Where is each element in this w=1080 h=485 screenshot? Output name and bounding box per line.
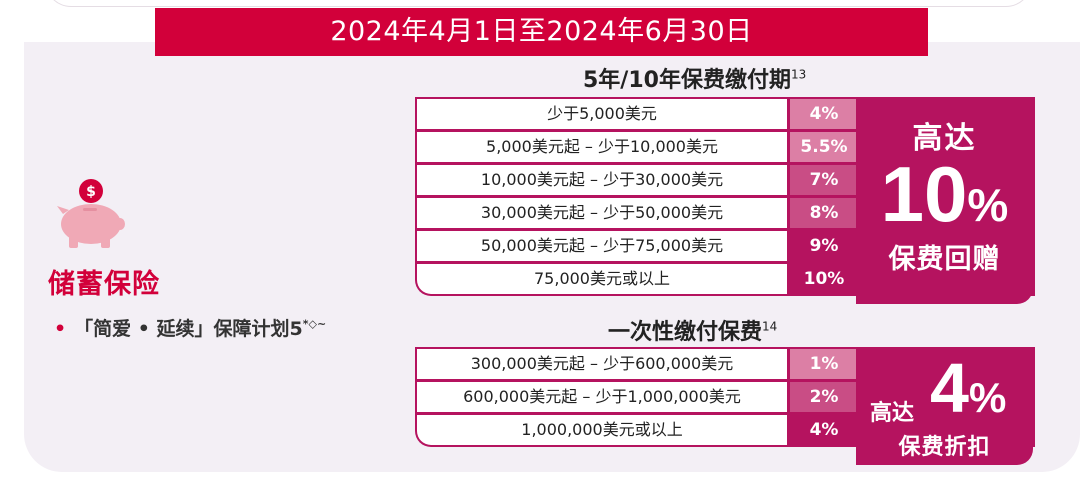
section1-heading: 5年/10年保费缴付期13 — [583, 62, 806, 94]
table-row: 300,000美元起 – 少于600,000美元 1% — [417, 349, 1035, 379]
discount-summary-box: 高达 4% 保费折扣 — [856, 347, 1033, 465]
rate-cell: 5.5% — [790, 132, 858, 162]
rebate-max-value: 10% — [856, 155, 1033, 233]
range-cell: 600,000美元起 – 少于1,000,000美元 — [417, 382, 787, 412]
rate-cell: 7% — [790, 165, 858, 195]
rate-cell: 8% — [790, 198, 858, 228]
section2-heading: 一次性缴付保费14 — [608, 314, 777, 346]
svg-text:$: $ — [86, 184, 96, 200]
table-row: 600,000美元起 – 少于1,000,000美元 2% — [417, 382, 1035, 412]
rate-cell: 10% — [790, 264, 858, 294]
discount-max-value: 4% — [930, 353, 1006, 442]
range-cell: 30,000美元起 – 少于50,000美元 — [417, 198, 787, 228]
rebate-summary-box: 高达 10% 保费回赠 — [856, 97, 1033, 304]
discount-label: 保费折扣 — [898, 435, 991, 460]
rate-cell: 4% — [790, 99, 858, 129]
table-row: 10,000美元起 – 少于30,000美元 7% — [417, 165, 1035, 195]
discount-percent: % — [968, 374, 1007, 421]
bullet-dot: • — [54, 318, 67, 340]
top-card-edge — [45, 0, 1032, 7]
range-cell: 75,000美元或以上 — [417, 264, 787, 294]
rate-cell: 4% — [790, 415, 858, 445]
category-title: 储蓄保险 — [48, 269, 160, 300]
section2-heading-text: 一次性缴付保费 — [608, 320, 763, 345]
date-banner: 2024年4月1日至2024年6月30日 — [155, 8, 928, 56]
section1-footnote: 13 — [790, 67, 807, 82]
table-row: 30,000美元起 – 少于50,000美元 8% — [417, 198, 1035, 228]
section2-footnote: 14 — [762, 319, 778, 334]
rebate-number: 10 — [880, 150, 968, 238]
rate-cell: 1% — [790, 349, 858, 379]
table-row: 5,000美元起 – 少于10,000美元 5.5% — [417, 132, 1035, 162]
rate-cell: 9% — [790, 231, 858, 261]
table-row: 50,000美元起 – 少于75,000美元 9% — [417, 231, 1035, 261]
plan-name-line: • 「简爱 • 延续」保障计划5*◇~ — [54, 314, 326, 341]
range-cell: 少于5,000美元 — [417, 99, 787, 129]
range-cell: 300,000美元起 – 少于600,000美元 — [417, 349, 787, 379]
discount-number: 4 — [930, 349, 969, 427]
section1-heading-text: 5年/10年保费缴付期 — [583, 68, 791, 93]
table-row: 75,000美元或以上 10% — [417, 264, 1035, 294]
table-row: 1,000,000美元或以上 4% — [417, 415, 1035, 445]
rebate-label: 保费回赠 — [888, 244, 1001, 275]
rebate-up-to: 高达 — [912, 121, 977, 156]
range-cell: 5,000美元起 – 少于10,000美元 — [417, 132, 787, 162]
plan-footnote: *◇~ — [302, 317, 327, 331]
plan-name: 「简爱 • 延续」保障计划5 — [74, 318, 303, 340]
piggy-bank-dollar-icon: $ — [57, 179, 125, 248]
rebate-percent: % — [967, 179, 1009, 231]
range-cell: 50,000美元起 – 少于75,000美元 — [417, 231, 787, 261]
range-cell: 10,000美元起 – 少于30,000美元 — [417, 165, 787, 195]
rate-cell: 2% — [790, 382, 858, 412]
range-cell: 1,000,000美元或以上 — [417, 415, 787, 445]
discount-up-to: 高达 — [870, 401, 915, 426]
table-row: 少于5,000美元 4% — [417, 99, 1035, 129]
